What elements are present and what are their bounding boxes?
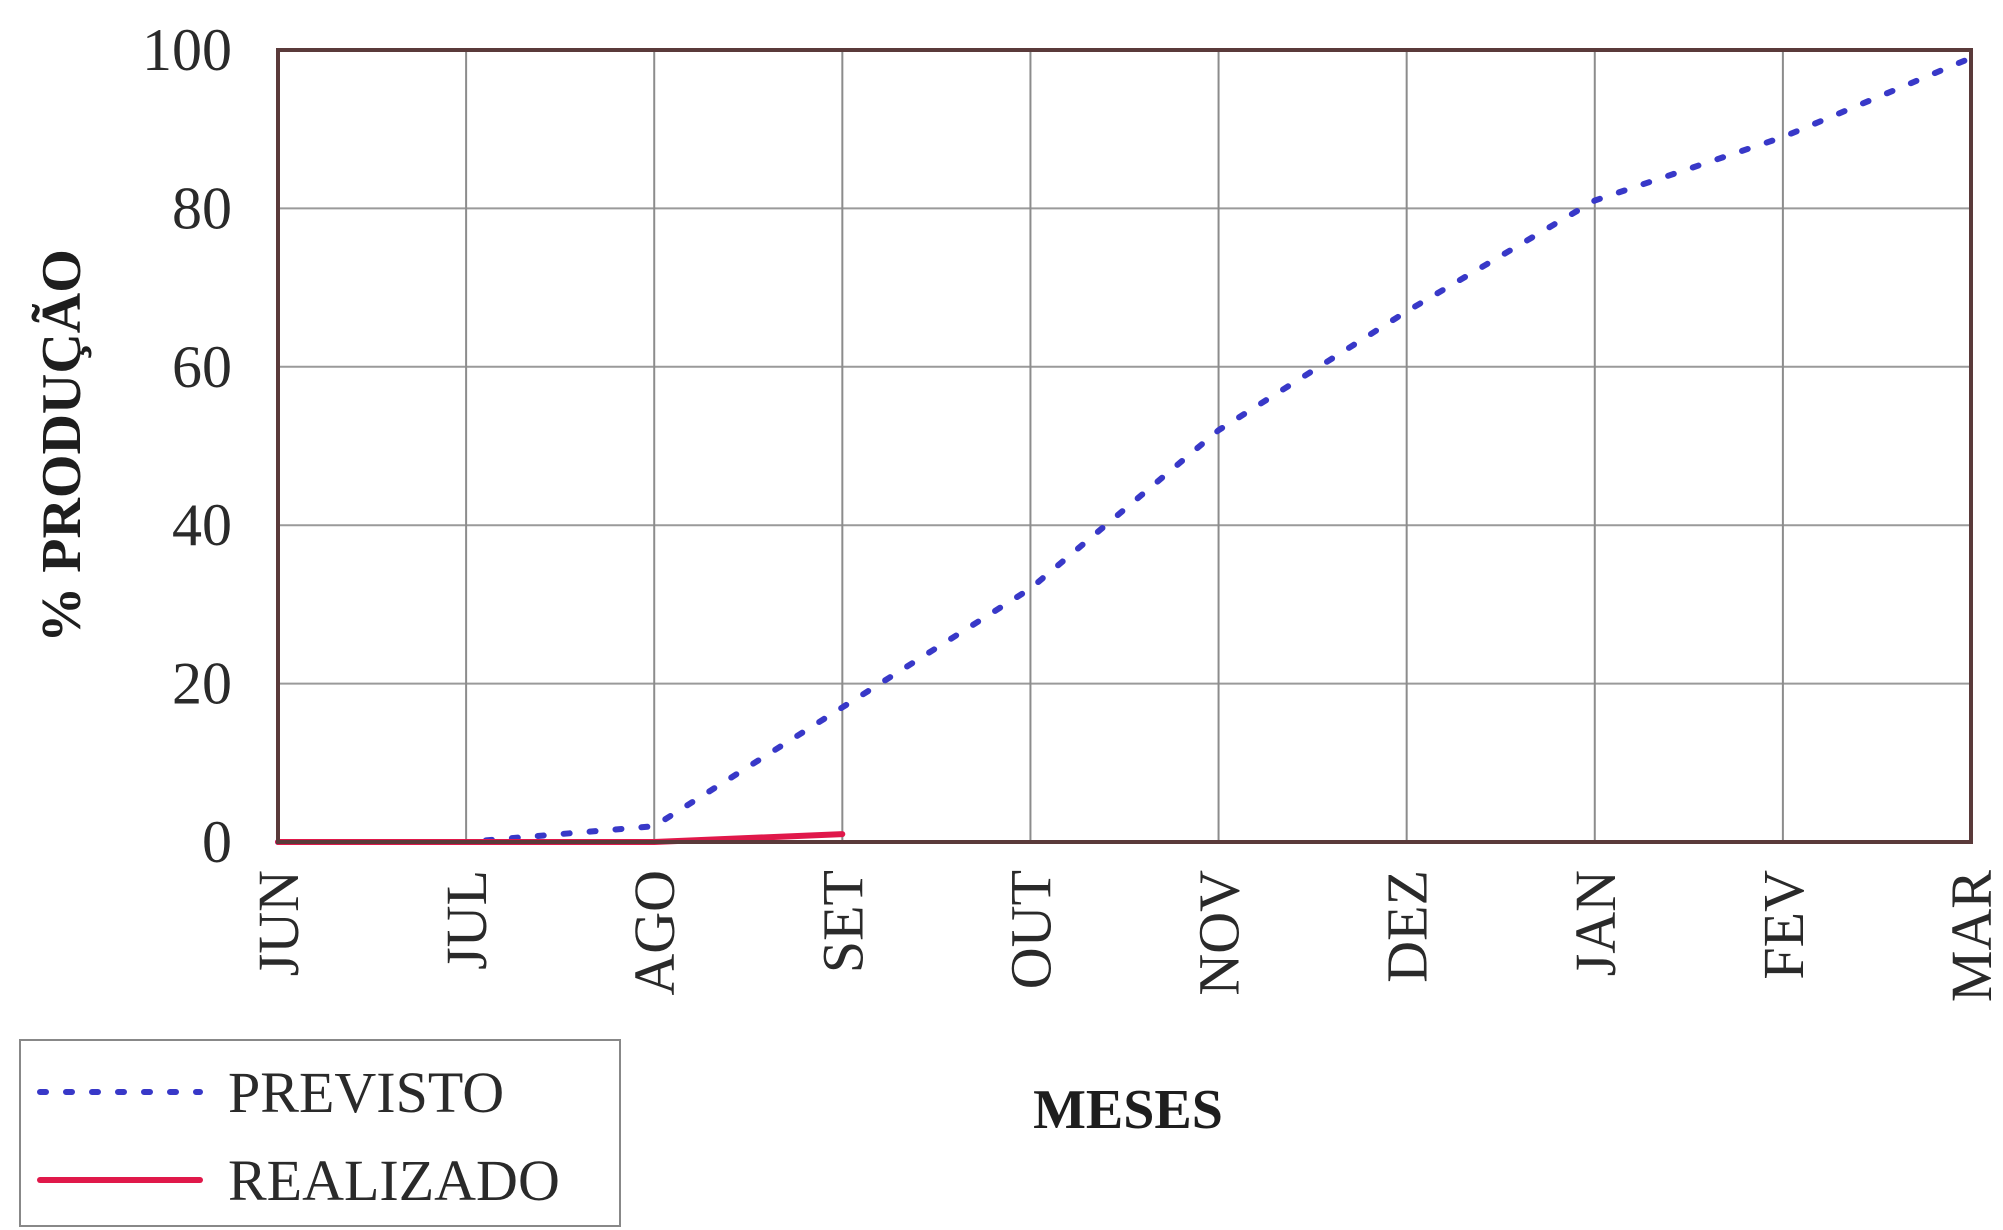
legend-label-previsto: PREVISTO (228, 1060, 504, 1125)
series-line-previsto (275, 54, 1974, 845)
plot-frame (276, 48, 1973, 844)
series-layer (275, 54, 1974, 845)
x-axis-title: MESES (1033, 1079, 1223, 1141)
legend-box (19, 1039, 621, 1227)
x-tick-label-ago: AGO (622, 870, 687, 996)
legend-label-realizado: REALIZADO (228, 1148, 560, 1213)
y-tick-label: 100 (142, 17, 232, 83)
x-axis-ticks: JUN JUL AGO SET OUT NOV DEZ JAN FEV MAR (246, 870, 2003, 1002)
legend: PREVISTO REALIZADO (19, 1039, 621, 1227)
y-tick-label: 80 (172, 175, 232, 241)
x-tick-label-nov: NOV (1187, 870, 1252, 996)
x-tick-label-dez: DEZ (1375, 870, 1440, 983)
y-axis-ticks: 0 20 40 60 80 100 (142, 17, 232, 875)
x-tick-label-set: SET (810, 870, 875, 973)
x-tick-label-out: OUT (998, 870, 1063, 989)
y-tick-label: 60 (172, 334, 232, 400)
x-tick-label-jun: JUN (246, 870, 311, 976)
x-tick-label-fev: FEV (1751, 870, 1816, 980)
y-tick-label: 0 (202, 809, 232, 875)
y-tick-label: 40 (172, 492, 232, 558)
x-tick-label-jul: JUL (434, 870, 499, 970)
y-axis-title: % PRODUÇÃO (31, 249, 93, 643)
y-tick-label: 20 (172, 651, 232, 717)
grid-lines (278, 50, 1971, 842)
x-tick-label-mar: MAR (1939, 870, 2003, 1002)
x-tick-label-jan: JAN (1563, 870, 1628, 976)
